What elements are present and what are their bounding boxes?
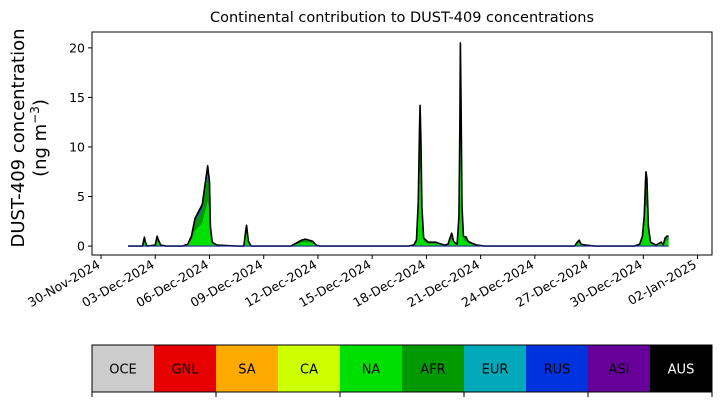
chart-title: Continental contribution to DUST-409 con…: [210, 10, 594, 26]
legend-entry-gnl: GNL: [154, 345, 216, 392]
legend-entry-aus: AUS: [650, 345, 712, 392]
legend-label: EUR: [482, 363, 509, 378]
legend-entry-sa: SA: [216, 345, 278, 392]
total-concentration-line: [128, 42, 669, 247]
legend-swatch: [588, 345, 650, 392]
plot-frame: [91, 31, 713, 256]
legend-label: CA: [300, 363, 318, 378]
legend-swatch: [216, 345, 278, 392]
legend-entry-oce: OCE: [92, 345, 154, 392]
legend-swatch: [340, 345, 402, 392]
legend-entry-afr: AFR: [402, 345, 464, 392]
legend-swatch: [464, 345, 526, 392]
legend-label: OCE: [109, 363, 137, 378]
y-tick-label: 10: [69, 139, 85, 154]
legend-entry-eur: EUR: [464, 345, 526, 392]
y-axis-label-line1: DUST-409 concentration: [8, 28, 29, 247]
y-axis-label: DUST-409 concentration (ng m−3): [8, 28, 51, 247]
legend-swatch: [278, 345, 340, 392]
y-tick-label: 20: [69, 40, 85, 55]
legend-swatch: [402, 345, 464, 392]
legend-label: NA: [362, 363, 381, 378]
legend-colorbar: OCE GNL SA CA NA AFR EUR RUS ASI AUS: [91, 344, 713, 397]
y-axis-label-line2: (ng m−3): [28, 99, 51, 177]
legend-entry-rus: RUS: [526, 345, 588, 392]
legend-label: AFR: [420, 363, 445, 378]
legend-swatch: [650, 345, 712, 392]
legend-entry-ca: CA: [278, 345, 340, 392]
legend-label: AUS: [668, 363, 695, 378]
legend-swatch: [92, 345, 154, 392]
legend-label: SA: [238, 363, 255, 378]
legend-label: GNL: [171, 363, 199, 378]
y-tick-label: 15: [69, 90, 85, 105]
axes-layer: 0510152030-Nov-202403-Dec-202406-Dec-202…: [25, 31, 713, 310]
y-tick-label: 5: [77, 189, 85, 204]
y-tick-label: 0: [77, 239, 85, 254]
legend-swatch: [526, 345, 588, 392]
series-layer: [128, 42, 669, 247]
legend-label: RUS: [544, 363, 571, 378]
legend-swatch: [154, 345, 216, 392]
legend-entry-na: NA: [340, 345, 402, 392]
legend-entry-asi: ASI: [588, 345, 650, 392]
legend-frame: [91, 344, 713, 393]
legend-label: ASI: [609, 363, 630, 378]
